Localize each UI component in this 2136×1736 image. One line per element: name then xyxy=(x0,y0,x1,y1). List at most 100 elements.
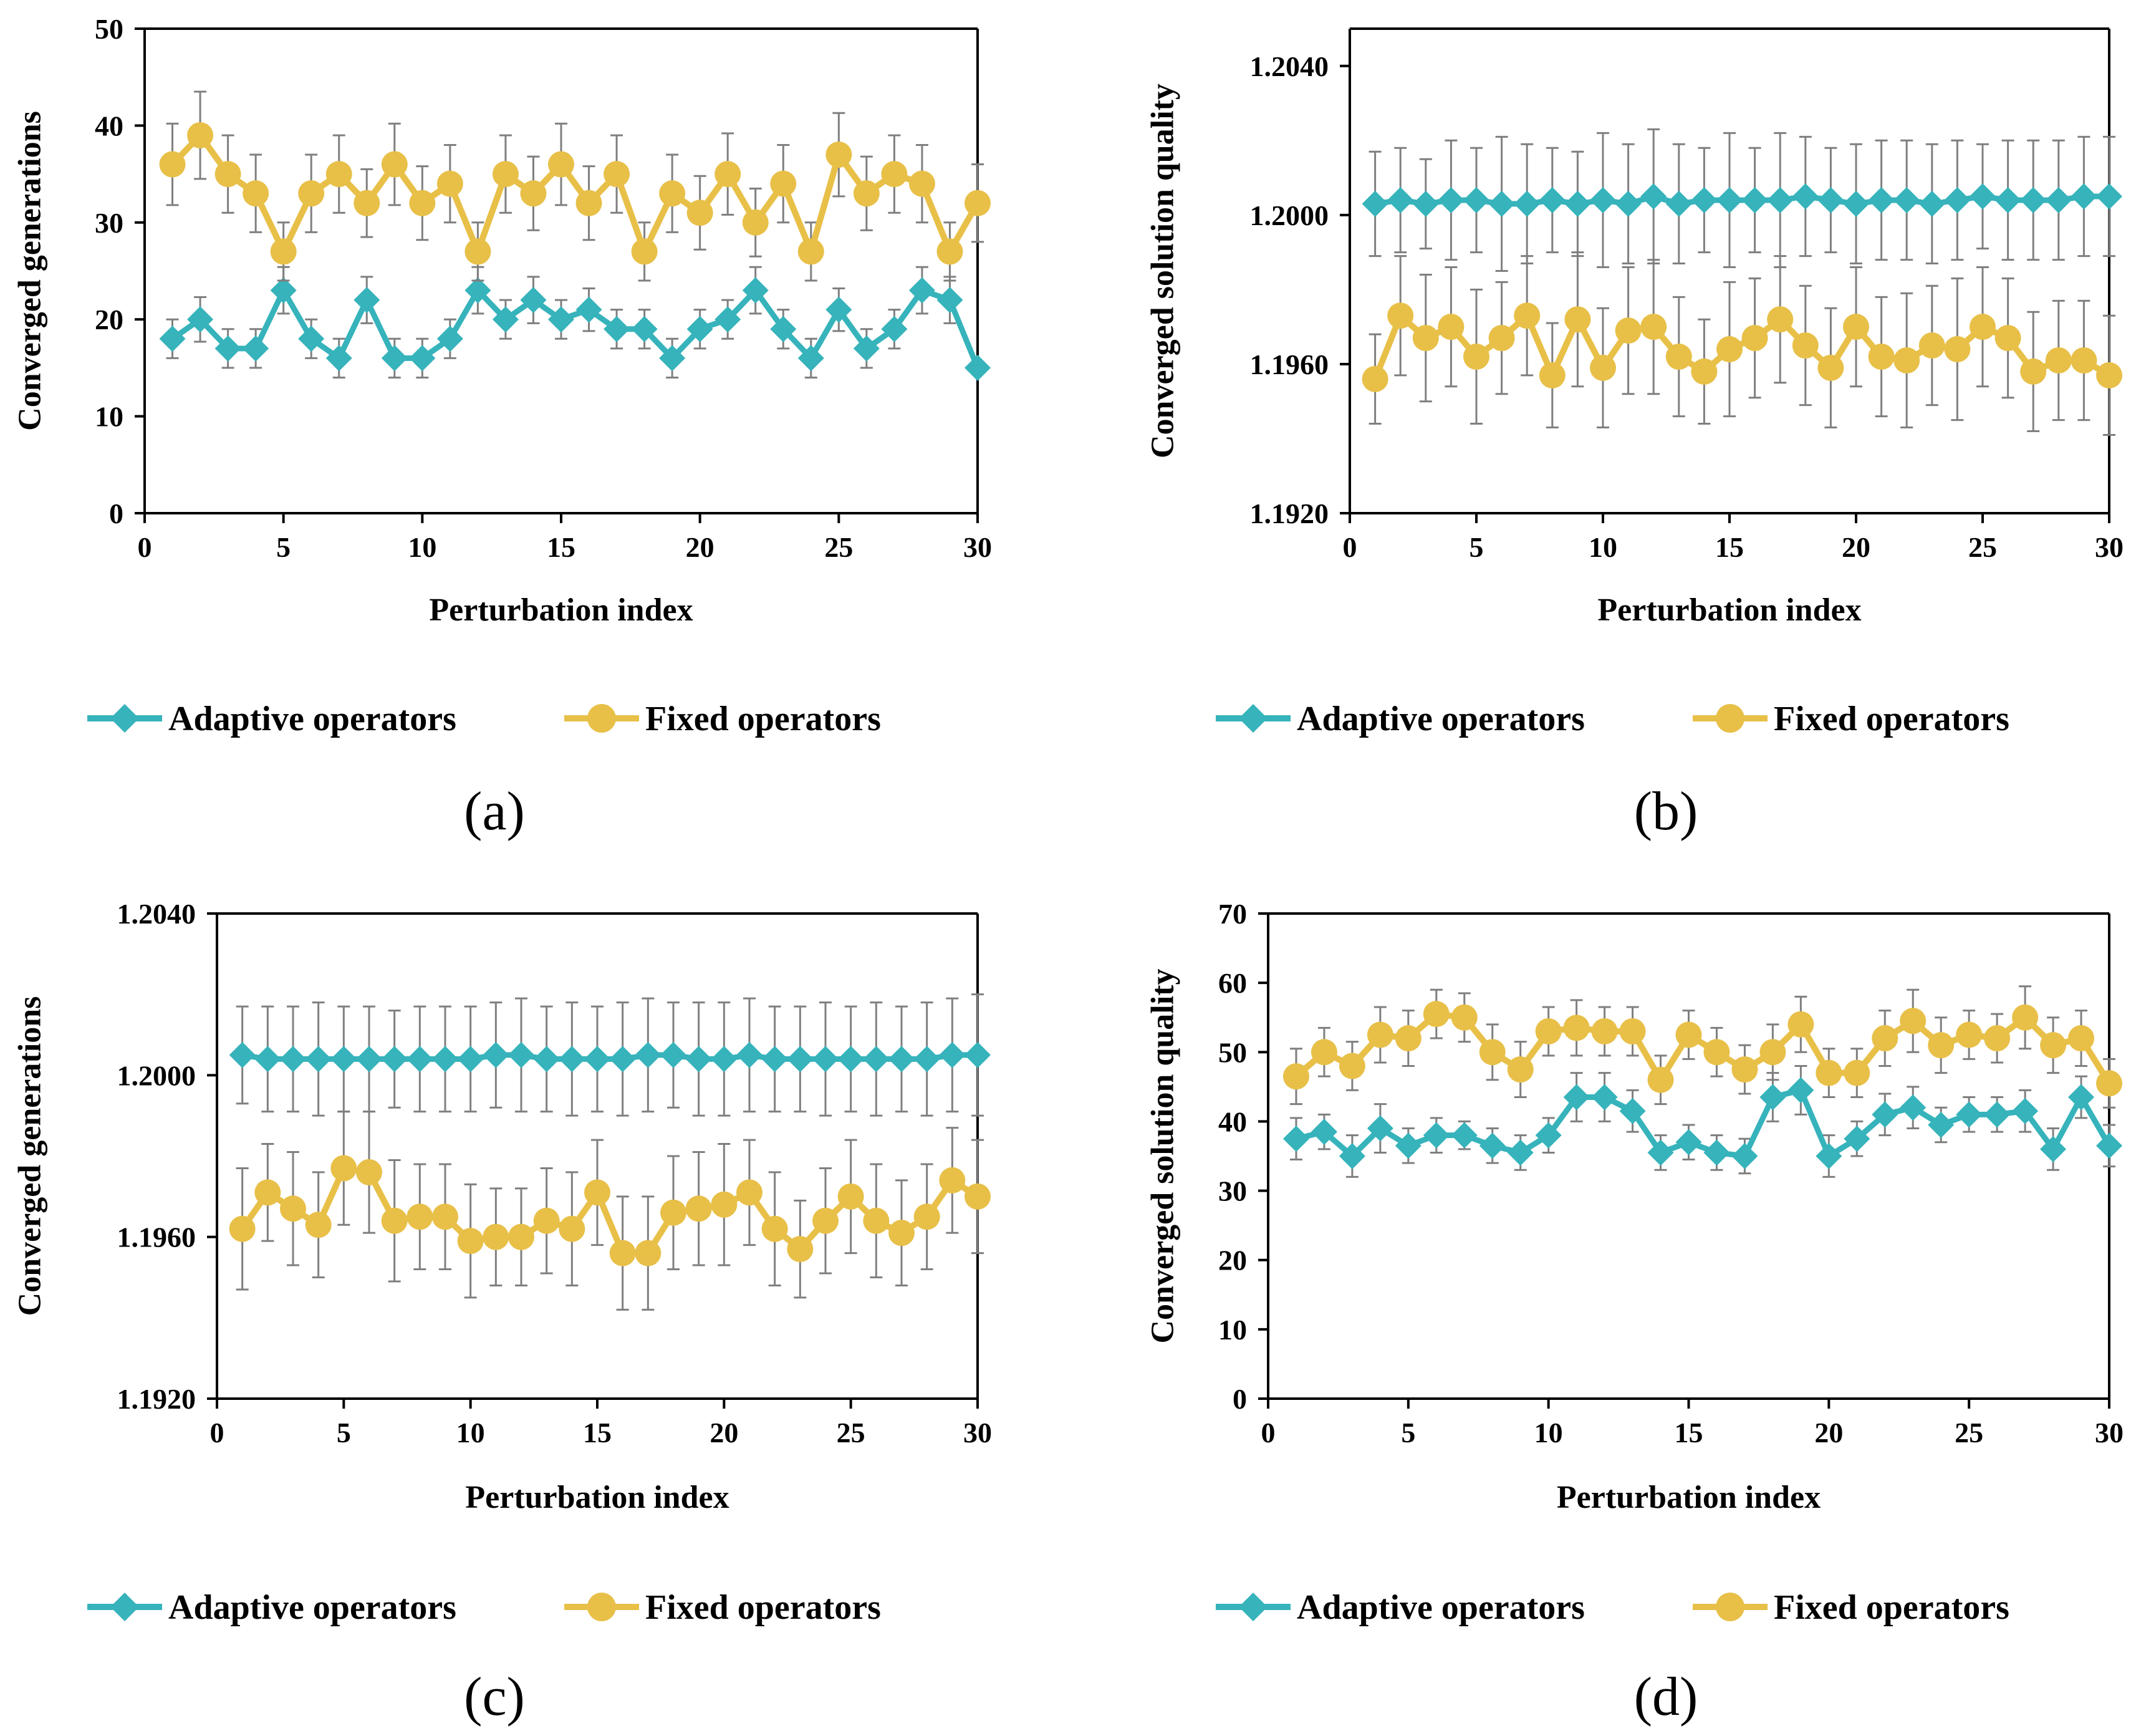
data-point-circle xyxy=(2012,1004,2039,1031)
y-tick-label: 0 xyxy=(109,498,123,529)
data-point-diamond xyxy=(492,306,519,333)
data-point-diamond xyxy=(381,345,408,372)
data-point-diamond xyxy=(1792,183,1819,210)
data-point-diamond xyxy=(936,287,963,314)
legend-marker-fixed xyxy=(587,704,616,733)
data-point-diamond xyxy=(1535,1122,1562,1149)
legend-label-fixed: Fixed operators xyxy=(645,700,881,738)
data-point-circle xyxy=(2068,1025,2095,1052)
data-point-circle xyxy=(575,190,602,216)
y-axis-title: Converged generations xyxy=(12,111,48,431)
data-point-circle xyxy=(1731,1056,1758,1083)
y-tick-label: 1.1920 xyxy=(117,1383,196,1415)
x-tick-label: 10 xyxy=(1589,531,1617,563)
data-point-diamond xyxy=(742,277,769,304)
legend-label-fixed: Fixed operators xyxy=(1774,700,2009,738)
y-tick-label: 1.1960 xyxy=(1250,349,1329,380)
data-point-circle xyxy=(742,209,769,236)
data-point-diamond xyxy=(1463,186,1489,213)
x-tick-label: 30 xyxy=(2095,1417,2124,1449)
data-point-circle xyxy=(1387,302,1414,329)
legend-marker-adaptive xyxy=(1239,704,1268,733)
data-point-diamond xyxy=(853,335,880,362)
data-point-diamond xyxy=(881,316,908,342)
data-point-circle xyxy=(381,1207,408,1234)
legend: Adaptive operators Fixed operators xyxy=(87,700,881,738)
x-tick-label: 0 xyxy=(1261,1417,1276,1449)
data-point-diamond xyxy=(548,306,574,333)
data-point-circle xyxy=(298,180,325,207)
data-point-circle xyxy=(243,180,269,207)
data-point-circle xyxy=(159,151,186,178)
data-point-diamond xyxy=(714,306,741,333)
x-tick-label: 30 xyxy=(963,531,992,563)
data-point-circle xyxy=(584,1179,610,1206)
data-point-diamond xyxy=(464,277,491,304)
x-tick-label: 30 xyxy=(2095,531,2124,563)
legend-label-fixed: Fixed operators xyxy=(1774,1588,2009,1627)
panel-label: (b) xyxy=(1634,781,1698,842)
data-point-diamond xyxy=(1900,1094,1927,1121)
data-point-diamond xyxy=(2040,1136,2067,1162)
data-point-diamond xyxy=(1817,186,1844,213)
data-point-circle xyxy=(881,161,908,188)
data-point-circle xyxy=(407,1203,433,1230)
data-point-circle xyxy=(1619,1018,1646,1044)
legend-marker-adaptive xyxy=(1239,1593,1268,1621)
data-point-diamond xyxy=(1944,186,1971,213)
data-point-circle xyxy=(1767,306,1794,333)
data-point-circle xyxy=(1691,358,1718,385)
data-point-circle xyxy=(1843,314,1869,340)
data-point-diamond xyxy=(1647,1139,1674,1166)
data-point-diamond xyxy=(2096,1132,2122,1159)
data-point-diamond xyxy=(457,1046,484,1073)
data-point-diamond xyxy=(1970,183,1996,210)
data-point-circle xyxy=(1665,343,1692,370)
x-tick-label: 0 xyxy=(210,1417,224,1449)
data-point-circle xyxy=(1311,1039,1337,1066)
data-point-diamond xyxy=(354,287,380,314)
data-point-circle xyxy=(520,180,547,207)
x-tick-label: 0 xyxy=(1343,531,1357,563)
data-point-diamond xyxy=(1691,186,1718,213)
data-point-circle xyxy=(1507,1056,1534,1083)
data-point-circle xyxy=(1539,362,1566,388)
data-point-circle xyxy=(492,161,519,188)
y-tick-label: 1.2040 xyxy=(117,898,196,930)
x-tick-label: 20 xyxy=(686,531,714,563)
data-point-circle xyxy=(559,1215,585,1242)
data-point-circle xyxy=(1395,1025,1422,1052)
data-point-circle xyxy=(965,190,991,216)
y-tick-label: 40 xyxy=(1218,1106,1247,1137)
data-point-diamond xyxy=(584,1046,610,1073)
series-adaptive xyxy=(159,266,991,381)
data-point-circle xyxy=(1900,1008,1927,1034)
data-point-circle xyxy=(685,1195,712,1222)
data-point-circle xyxy=(825,142,852,168)
data-point-circle xyxy=(714,161,741,188)
data-point-circle xyxy=(464,238,491,265)
data-point-diamond xyxy=(520,287,547,314)
legend-marker-fixed xyxy=(587,1593,616,1621)
data-point-diamond xyxy=(761,1046,788,1073)
x-tick-label: 5 xyxy=(1470,531,1484,563)
data-point-circle xyxy=(381,151,408,178)
series-fixed xyxy=(1362,251,2122,436)
series-fixed xyxy=(229,1111,991,1311)
data-point-diamond xyxy=(254,1046,281,1073)
data-point-circle xyxy=(1615,317,1642,344)
data-point-diamond xyxy=(965,354,991,381)
data-point-diamond xyxy=(1893,186,1920,213)
data-point-diamond xyxy=(214,335,241,362)
data-point-circle xyxy=(1367,1021,1393,1048)
data-point-diamond xyxy=(305,1046,332,1073)
data-point-diamond xyxy=(1423,1122,1450,1149)
data-point-circle xyxy=(1787,1011,1814,1038)
chart-panel-c: 1.1920 1.1960 1.2000 1.2040 0 5 10 15 20 25 30 Pert… xyxy=(12,898,993,1727)
data-point-circle xyxy=(533,1207,560,1234)
data-point-circle xyxy=(1535,1018,1562,1044)
data-point-diamond xyxy=(797,345,824,372)
data-point-diamond xyxy=(187,306,214,333)
data-point-circle xyxy=(913,1203,940,1230)
panel-label: (c) xyxy=(464,1667,525,1727)
